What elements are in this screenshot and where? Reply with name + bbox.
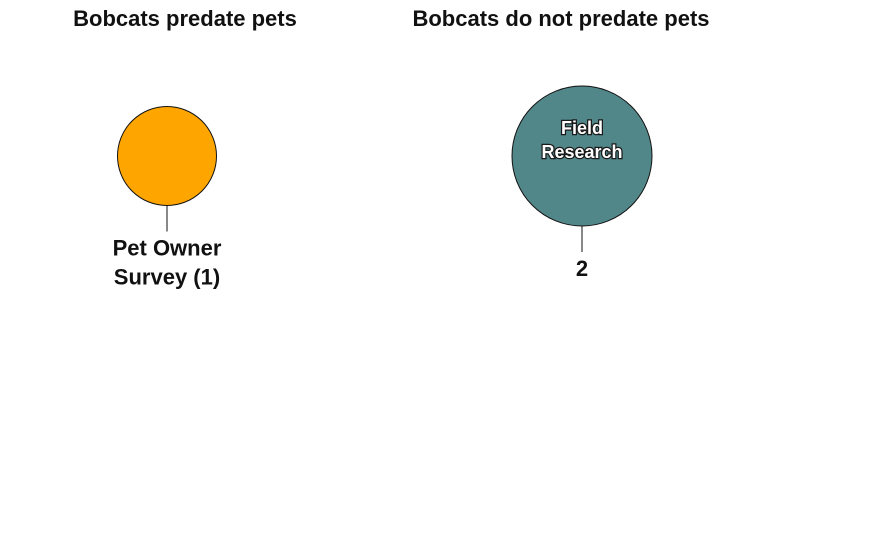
- bubble-inner-label-1-0-0: Field: [561, 118, 603, 138]
- bubble-layer: Pet Owner Survey (1) 2 Field Research: [113, 85, 653, 290]
- bubble-0-0: [117, 106, 217, 206]
- group-title-predate: Bobcats predate pets: [73, 6, 297, 31]
- bubble-outer-label-1-0-0: 2: [576, 256, 588, 281]
- bubble-outer-label-0-0-0: Pet Owner: [113, 236, 222, 261]
- bubble-outer-label-0-0-1: Survey (1): [114, 265, 220, 290]
- bubble-inner-label-1-0-1: Research: [541, 142, 622, 162]
- group-title-not-predate: Bobcats do not predate pets: [412, 6, 709, 31]
